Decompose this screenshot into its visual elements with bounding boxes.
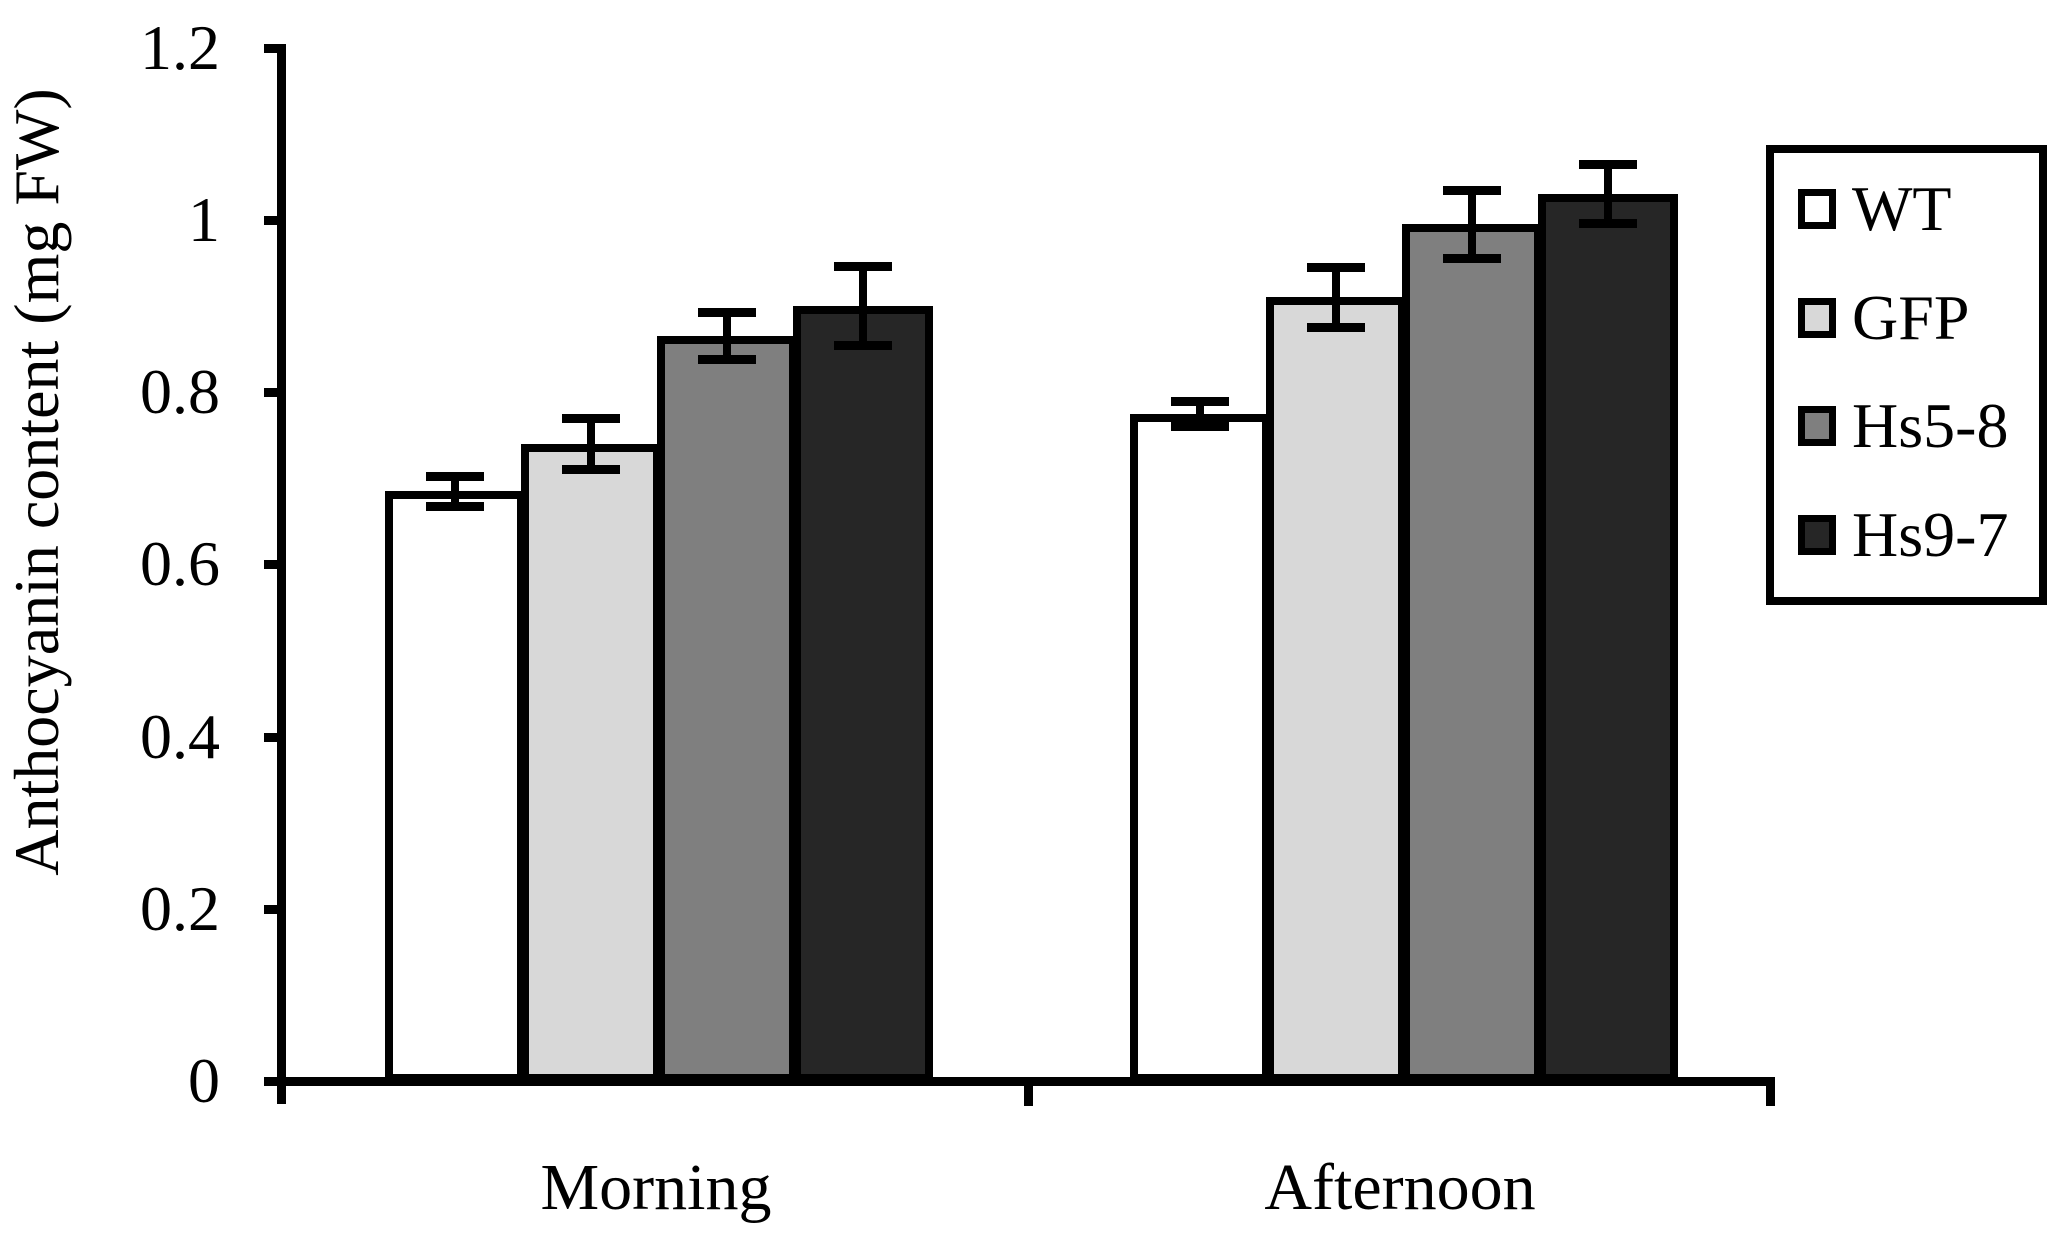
legend-swatch-gfp xyxy=(1798,297,1836,338)
legend-label-hs5-8: Hs5-8 xyxy=(1852,390,2009,462)
legend-swatch-hs9-7 xyxy=(1798,514,1836,555)
error-bar-cap xyxy=(1307,322,1365,332)
y-tick-label: 0.4 xyxy=(140,700,220,772)
bar-hs5-8-morning xyxy=(657,336,797,1082)
error-bar xyxy=(859,266,867,346)
legend-label-gfp: GFP xyxy=(1852,281,1970,353)
legend: WT GFP Hs5-8 Hs9-7 xyxy=(1766,145,2047,605)
error-bar xyxy=(1468,189,1476,259)
bar-wt-afternoon xyxy=(1130,413,1270,1082)
error-bar-cap xyxy=(1171,421,1229,431)
x-axis-end-tick xyxy=(1766,1086,1775,1106)
y-axis-line xyxy=(277,44,286,1104)
y-tick-label: 0 xyxy=(188,1045,220,1116)
error-bar-cap xyxy=(1171,396,1229,406)
legend-item-wt: WT xyxy=(1798,173,2039,245)
legend-item-gfp: GFP xyxy=(1798,282,2039,354)
y-axis-tick xyxy=(264,388,286,398)
y-tick-label: 0.6 xyxy=(140,528,220,600)
bar-gfp-afternoon xyxy=(1266,297,1406,1082)
bar-wt-morning xyxy=(385,491,525,1082)
legend-label-hs9-7: Hs9-7 xyxy=(1852,498,2009,570)
category-label-morning: Morning xyxy=(540,1151,772,1224)
error-bar-cap xyxy=(698,355,756,365)
bar-hs9-7-afternoon xyxy=(1538,194,1678,1082)
y-tick-label: 0.2 xyxy=(140,872,220,944)
y-tick-label: 1 xyxy=(188,184,220,255)
error-bar-cap xyxy=(562,464,620,474)
y-axis-tick xyxy=(264,1077,286,1086)
error-bar-cap xyxy=(426,471,484,481)
category-label-afternoon: Afternoon xyxy=(1264,1151,1536,1224)
error-bar-cap xyxy=(1443,253,1501,263)
error-bar-cap xyxy=(562,414,620,424)
legend-label-wt: WT xyxy=(1852,173,1952,244)
y-axis-tick xyxy=(264,732,286,742)
x-axis-line xyxy=(268,1077,1775,1086)
error-bar xyxy=(587,418,595,470)
error-bar xyxy=(723,312,731,361)
bar-hs9-7-morning xyxy=(793,306,933,1082)
error-bar-cap xyxy=(834,262,892,272)
y-axis-tick xyxy=(264,560,286,570)
error-bar xyxy=(451,475,459,507)
error-bar-cap xyxy=(698,308,756,318)
legend-swatch-hs5-8 xyxy=(1798,406,1836,447)
y-axis-tick xyxy=(264,216,286,225)
error-bar-cap xyxy=(1307,263,1365,273)
error-bar xyxy=(1332,267,1340,328)
error-bar-cap xyxy=(1579,219,1637,229)
y-tick-label: 1.2 xyxy=(140,11,220,83)
error-bar-cap xyxy=(426,501,484,511)
y-tick-label: 0.8 xyxy=(140,356,220,428)
error-bar xyxy=(1196,400,1204,427)
error-bar-cap xyxy=(1579,160,1637,170)
legend-item-hs9-7: Hs9-7 xyxy=(1798,499,2039,571)
error-bar-cap xyxy=(834,340,892,350)
x-axis-group-separator-tick xyxy=(1024,1086,1033,1106)
error-bar xyxy=(1604,164,1612,225)
legend-item-hs5-8: Hs5-8 xyxy=(1798,390,2039,462)
legend-swatch-wt xyxy=(1798,189,1836,229)
error-bar-cap xyxy=(1443,185,1501,195)
y-axis-tick xyxy=(264,43,286,53)
bar-hs5-8-afternoon xyxy=(1402,224,1542,1082)
bar-gfp-morning xyxy=(521,443,661,1082)
y-axis-tick xyxy=(264,904,286,914)
